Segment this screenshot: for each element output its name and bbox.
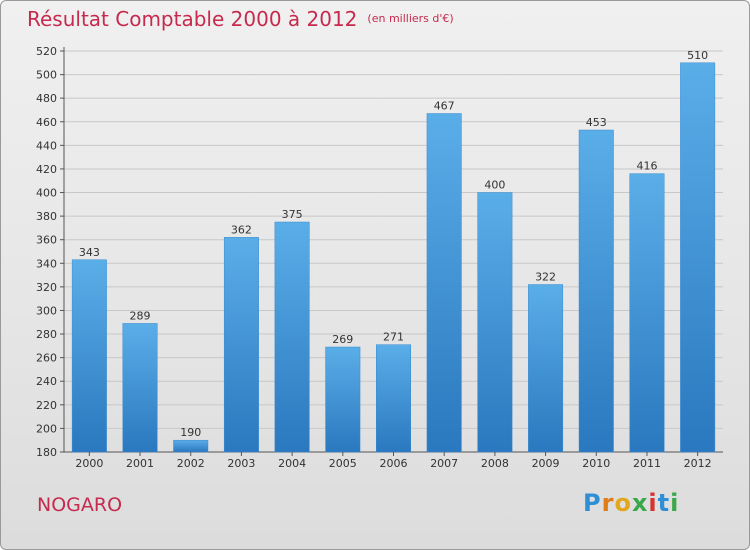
data-label-2007: 467 [434, 100, 455, 113]
bar-2001 [122, 323, 158, 453]
x-tick-label-2007: 2007 [430, 457, 458, 470]
bar-2006 [376, 344, 411, 453]
y-tick-label: 460 [36, 116, 57, 129]
x-tick-label-2008: 2008 [481, 457, 509, 470]
y-tick-labels: 180 200 220 240 260 280 300 320 340 360 380 400 420 4… [36, 45, 64, 459]
x-tick-label-2009: 2009 [532, 457, 560, 470]
data-label-2005: 269 [332, 333, 353, 346]
y-tick-label: 260 [36, 352, 57, 365]
y-tick-label: 500 [36, 69, 57, 82]
y-tick-label: 320 [36, 281, 57, 294]
data-label-2011: 416 [636, 160, 657, 173]
y-tick-label: 180 [36, 446, 57, 459]
logo-letter: r [601, 489, 615, 517]
x-tick-label-2012: 2012 [684, 457, 712, 470]
y-tick-label: 400 [36, 187, 57, 200]
logo-letter: i [648, 489, 658, 517]
data-label-2001: 289 [130, 309, 151, 322]
data-label-2002: 190 [180, 426, 201, 439]
chart-title: Résultat Comptable 2000 à 2012 (en millie… [27, 7, 454, 31]
bar-2007 [426, 113, 462, 453]
chart-subtitle: (en milliers d'€) [367, 12, 454, 25]
logo-letter: P [583, 489, 602, 517]
commune-name: NOGARO [37, 494, 123, 516]
x-tick-label-2000: 2000 [75, 457, 103, 470]
x-tick-label-2010: 2010 [582, 457, 610, 470]
y-tick-label: 340 [36, 257, 57, 270]
logo-letter: o [614, 489, 632, 517]
x-tick-label-2004: 2004 [278, 457, 306, 470]
data-label-2010: 453 [586, 116, 607, 129]
y-tick-label: 220 [36, 399, 57, 412]
y-tick-label: 520 [36, 45, 57, 58]
y-tick-label: 480 [36, 92, 57, 105]
y-tick-label: 200 [36, 422, 57, 435]
proxiti-logo: Proxiti [583, 489, 679, 517]
bar-2003 [223, 237, 259, 453]
y-tick-label: 240 [36, 375, 57, 388]
y-tick-label: 360 [36, 234, 57, 247]
logo-letter: i [670, 489, 680, 517]
x-tick-label-2002: 2002 [177, 457, 205, 470]
bar-2010 [578, 129, 614, 453]
bar-2009 [528, 284, 564, 453]
x-tick-label-2003: 2003 [227, 457, 255, 470]
bar-2008 [477, 192, 513, 453]
y-tick-label: 440 [36, 139, 57, 152]
chart-title-text: Résultat Comptable 2000 à 2012 [27, 7, 358, 31]
bar-2004 [274, 221, 310, 453]
data-labels: 343 289 190 362 375 269 271 467 400 322 453 416 510 [79, 49, 708, 439]
data-label-2012: 510 [687, 49, 708, 62]
x-tick-label-2005: 2005 [329, 457, 357, 470]
bar-2002 [173, 439, 209, 453]
y-tick-label: 380 [36, 210, 57, 223]
data-label-2008: 400 [484, 179, 505, 192]
y-tick-label: 300 [36, 304, 57, 317]
logo-letter: x [631, 489, 649, 517]
x-tick-label-2011: 2011 [633, 457, 661, 470]
x-tick-label-2006: 2006 [380, 457, 408, 470]
bar-2005 [325, 346, 361, 453]
data-label-2004: 375 [282, 208, 303, 221]
bars [71, 62, 716, 453]
bar-2011 [629, 173, 665, 453]
data-label-2003: 362 [231, 223, 252, 236]
x-tick-labels: 2000 2001 2002 2003 2004 2005 2006 2007 2008 2009… [75, 452, 712, 470]
data-label-2000: 343 [79, 246, 100, 259]
bar-2012 [680, 62, 716, 453]
y-tick-label: 420 [36, 163, 57, 176]
data-label-2006: 271 [383, 331, 404, 344]
x-tick-label-2001: 2001 [126, 457, 154, 470]
bar-2000 [71, 259, 107, 453]
y-tick-label: 280 [36, 328, 57, 341]
logo-letter: t [657, 489, 671, 517]
data-label-2009: 322 [535, 271, 556, 284]
